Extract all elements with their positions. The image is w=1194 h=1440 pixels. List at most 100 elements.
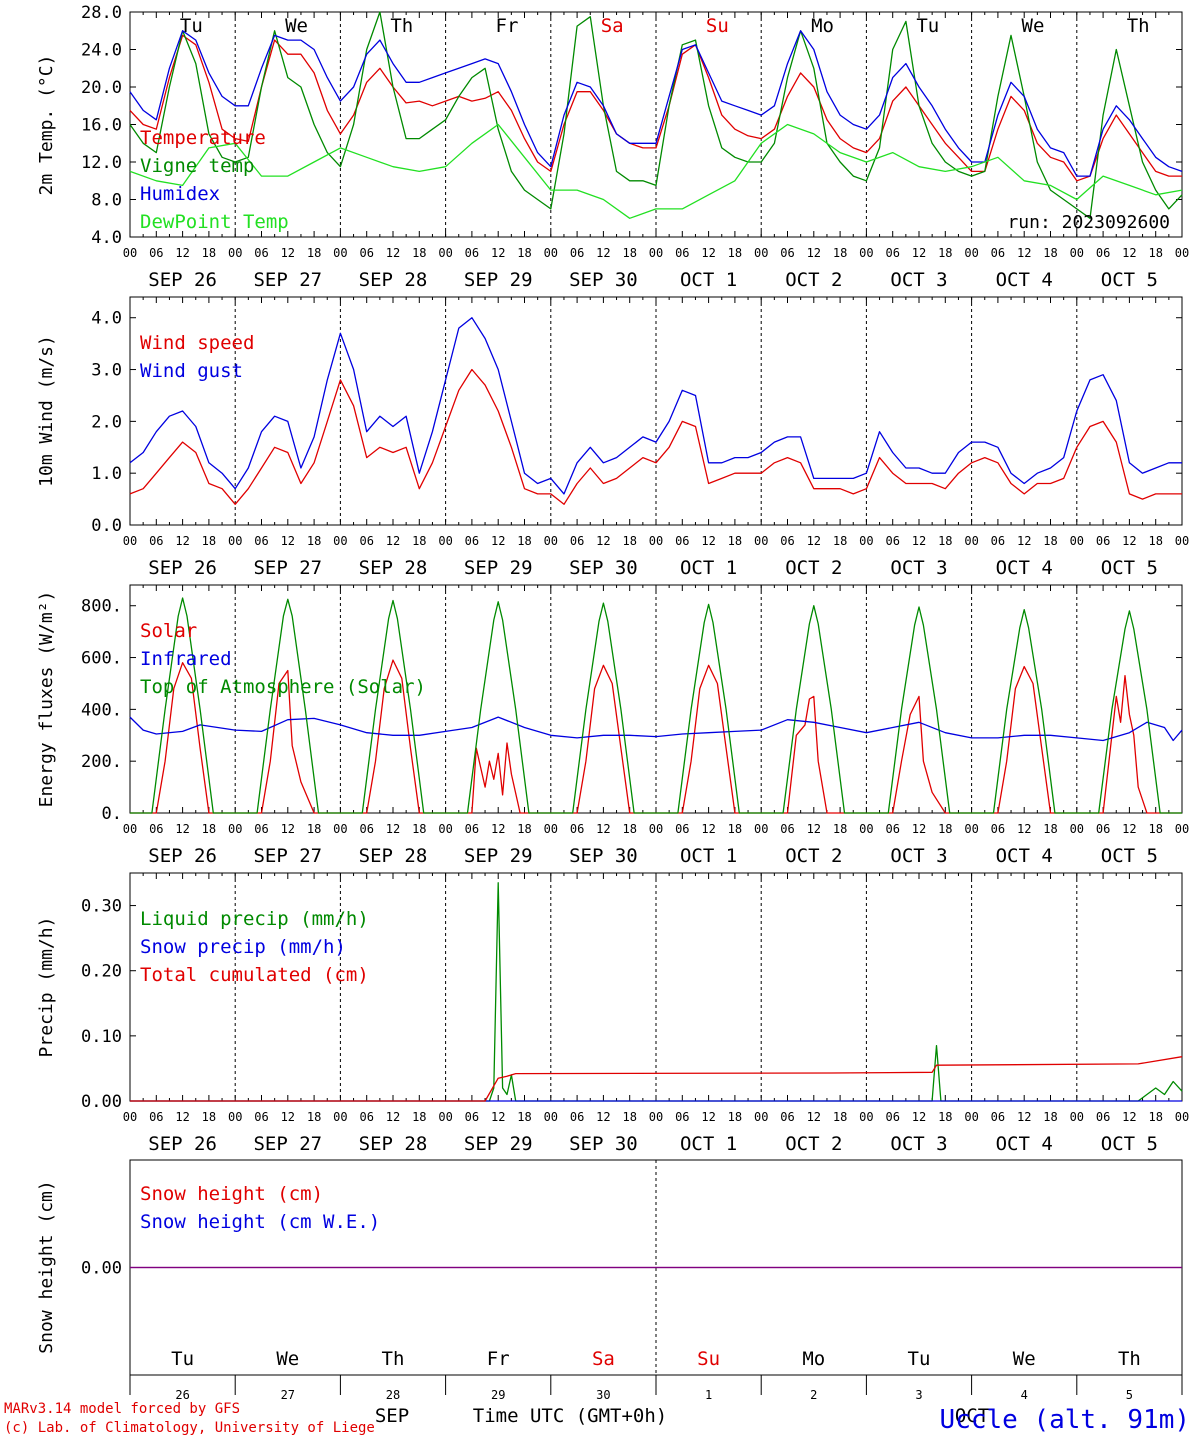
series-line-blue: [129, 317, 1182, 495]
hour-label: 18: [412, 1110, 426, 1124]
hour-label: 06: [149, 534, 163, 548]
hour-label: 12: [491, 246, 505, 260]
hour-label: 06: [991, 246, 1005, 260]
hour-label: 06: [1096, 246, 1110, 260]
hour-label: 18: [517, 822, 531, 836]
date-label: SEP 29: [464, 1133, 533, 1155]
date-label: SEP 30: [569, 1133, 638, 1155]
weekday-label: Tu: [916, 15, 939, 37]
hour-label: 18: [307, 246, 321, 260]
series-line-lightgreen: [129, 123, 1183, 219]
series-line-blue: [129, 30, 1183, 177]
hour-label: 06: [780, 1110, 794, 1124]
y-tick-label: 1.0: [91, 464, 122, 484]
date-label: OCT 4: [996, 845, 1053, 867]
day-number: 5: [1126, 1388, 1133, 1402]
hour-label: 18: [1043, 1110, 1057, 1124]
hour-label: 00: [123, 822, 137, 836]
hour-label: 12: [596, 246, 610, 260]
date-label: OCT 1: [680, 1133, 737, 1155]
hour-label: 00: [1070, 1110, 1084, 1124]
date-label: SEP 26: [148, 1133, 217, 1155]
hour-label: 12: [175, 1110, 189, 1124]
hour-label: 18: [1148, 246, 1162, 260]
date-label: SEP 30: [569, 557, 638, 579]
date-label: SEP 29: [464, 845, 533, 867]
hour-label: 00: [1070, 246, 1084, 260]
hour-label: 18: [622, 822, 636, 836]
run-label: run: 2023092600: [1007, 212, 1170, 233]
panel-3: 0. 200. 400. 600. 800. Energy fluxes (W/m²) 00…: [36, 584, 1189, 867]
hour-label: 06: [780, 534, 794, 548]
weekday-label: We: [285, 15, 308, 37]
date-label: SEP 29: [464, 557, 533, 579]
day-number: 26: [175, 1388, 189, 1402]
hour-label: 06: [991, 1110, 1005, 1124]
series-line-red: [129, 368, 1182, 505]
hour-label: 12: [491, 822, 505, 836]
hour-label: 12: [491, 1110, 505, 1124]
weekday-label: Sa: [601, 15, 624, 37]
hour-label: 00: [1175, 534, 1189, 548]
hour-label: 00: [333, 246, 347, 260]
y-tick-label: 4.0: [91, 228, 122, 248]
hour-label: 18: [1148, 822, 1162, 836]
hour-label: 00: [754, 822, 768, 836]
hour-label: 06: [359, 1110, 373, 1124]
hour-label: 06: [570, 1110, 584, 1124]
hour-label: 12: [491, 534, 505, 548]
date-label: OCT 1: [680, 269, 737, 291]
series-line-green: [130, 597, 1182, 814]
y-tick-label: 2.0: [91, 412, 122, 432]
weekday-label: Fr: [496, 15, 519, 37]
hour-label: 00: [438, 1110, 452, 1124]
hour-label: 18: [307, 534, 321, 548]
hour-label: 00: [544, 534, 558, 548]
legend-entry: Solar: [140, 620, 197, 642]
y-axis-label: 10m Wind (m/s): [36, 335, 57, 487]
date-label: OCT 5: [1101, 845, 1158, 867]
hour-label: 18: [938, 534, 952, 548]
hour-label: 06: [885, 822, 899, 836]
legend-entry: Snow precip (mm/h): [140, 936, 346, 958]
y-tick-label: 28.0: [81, 3, 122, 23]
weekday-label: Sa: [592, 1348, 615, 1370]
date-label: SEP 29: [464, 269, 533, 291]
date-label: OCT 4: [996, 557, 1053, 579]
hour-label: 12: [596, 822, 610, 836]
date-label: OCT 5: [1101, 557, 1158, 579]
hour-label: 00: [228, 246, 242, 260]
date-label: OCT 4: [996, 269, 1053, 291]
weekday-label: We: [1022, 15, 1045, 37]
legend-entry: Total cumulated (cm): [140, 964, 369, 986]
hour-label: 00: [333, 822, 347, 836]
hour-label: 00: [964, 1110, 978, 1124]
series-line-red: [130, 1056, 1183, 1102]
y-axis-label: 2m Temp. (°C): [36, 55, 57, 196]
credit-model: MARv3.14 model forced by GFS: [4, 1401, 240, 1417]
hour-label: 12: [175, 822, 189, 836]
hour-label: 12: [281, 822, 295, 836]
hour-label: 12: [912, 822, 926, 836]
y-tick-label: 0.0: [91, 516, 122, 536]
hour-label: 00: [123, 534, 137, 548]
date-label: SEP 28: [359, 269, 428, 291]
hour-label: 12: [1017, 534, 1031, 548]
series-line-red: [129, 34, 1182, 182]
date-label: SEP 30: [569, 845, 638, 867]
hour-label: 00: [649, 822, 663, 836]
hour-label: 18: [728, 822, 742, 836]
y-tick-label: 24.0: [81, 41, 122, 61]
hour-label: 00: [228, 534, 242, 548]
day-number: 30: [596, 1388, 610, 1402]
hour-label: 00: [649, 534, 663, 548]
hour-label: 18: [517, 534, 531, 548]
legend-entry: Snow height (cm W.E.): [140, 1211, 380, 1233]
hour-label: 06: [465, 1110, 479, 1124]
hour-label: 00: [333, 534, 347, 548]
hour-label: 12: [281, 246, 295, 260]
hour-label: 18: [307, 1110, 321, 1124]
hour-label: 00: [333, 1110, 347, 1124]
hour-label: 18: [517, 246, 531, 260]
